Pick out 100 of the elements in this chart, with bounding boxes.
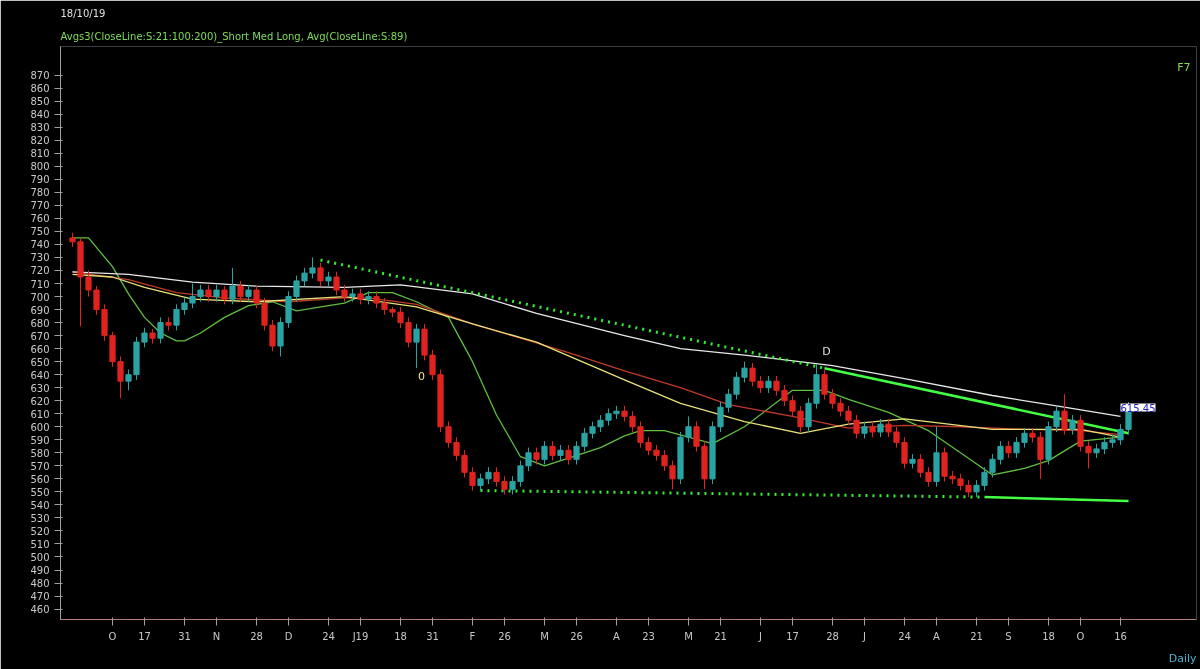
x-tick-label: 18 — [1042, 630, 1055, 642]
candlestick — [229, 267, 236, 305]
y-tick-label: 510 — [30, 538, 50, 550]
x-tick-label: S — [1005, 630, 1012, 642]
candlestick — [269, 319, 276, 352]
x-tick-label: 17 — [138, 630, 151, 642]
y-tick-label: 640 — [30, 369, 50, 381]
y-tick-label: 590 — [30, 434, 50, 446]
y-tick-label: 480 — [30, 578, 50, 590]
candlestick — [1037, 431, 1044, 480]
x-tick-label: 18 — [394, 630, 407, 642]
y-tick-label: 840 — [30, 109, 50, 121]
y-tick-label: 810 — [30, 148, 50, 160]
chart-subtitle: Avgs3(CloseLine:S:21:100:200)_Short Med Long, Avg(CloseLine:S:89) — [60, 30, 408, 43]
candlestick — [685, 415, 692, 443]
x-tick-label: 26 — [498, 630, 511, 642]
candlestick — [725, 388, 732, 413]
candlestick — [309, 256, 316, 279]
y-tick-label: 600 — [30, 421, 50, 433]
candlestick — [549, 440, 556, 462]
y-tick-label: 560 — [30, 473, 50, 485]
x-tick-label: O — [108, 630, 117, 642]
candlestick — [1069, 414, 1076, 436]
y-tick-label: 770 — [30, 200, 50, 212]
candlestick — [413, 323, 420, 369]
y-tick-label: 710 — [30, 278, 50, 290]
y-tick-label: 690 — [30, 304, 50, 316]
y-tick-label: 720 — [30, 265, 50, 277]
annotation: 0 — [418, 369, 425, 383]
candlestick — [717, 401, 724, 433]
candlestick — [301, 267, 308, 287]
chart-title: 18/10/19 — [60, 7, 106, 19]
y-tick-label: 820 — [30, 135, 50, 147]
candlestick — [797, 405, 804, 433]
x-tick-label: D — [284, 630, 293, 642]
x-tick-label: 21 — [970, 630, 983, 642]
y-tick-label: 870 — [30, 70, 50, 82]
y-tick-label: 680 — [30, 317, 50, 329]
y-tick-label: 620 — [30, 395, 50, 407]
y-tick-label: 610 — [30, 408, 50, 420]
x-tick-label: J19 — [351, 630, 369, 642]
x-tick-label: 16 — [1114, 630, 1127, 642]
candlestick — [221, 285, 228, 305]
x-tick-label: 24 — [322, 630, 335, 642]
y-tick-label: 800 — [30, 161, 50, 173]
annotation: 615.45 — [1120, 402, 1156, 414]
x-tick-label: 28 — [826, 630, 839, 642]
y-tick-label: 740 — [30, 239, 50, 251]
candlestick — [821, 368, 828, 400]
y-tick-label: 660 — [30, 343, 50, 355]
y-tick-label: 750 — [30, 226, 50, 238]
candlestick — [253, 285, 260, 309]
x-tick-label: N — [212, 630, 221, 642]
candlestick — [877, 418, 884, 438]
y-tick-label: 500 — [30, 551, 50, 563]
x-tick-label: 23 — [642, 630, 655, 642]
x-tick-label: 21 — [714, 630, 727, 642]
candlestick — [941, 447, 948, 482]
x-tick-label: J — [758, 630, 762, 642]
x-tick-label: F — [469, 630, 476, 642]
y-tick-label: 780 — [30, 187, 50, 199]
x-tick-label: 24 — [898, 630, 911, 642]
y-tick-label: 490 — [30, 565, 50, 577]
candlestick — [669, 460, 676, 490]
x-tick-label: O — [1076, 630, 1085, 642]
candlestick — [141, 327, 148, 348]
y-tick-label: 700 — [30, 291, 50, 303]
y-tick-label: 530 — [30, 512, 50, 524]
candlestick — [885, 418, 892, 438]
candlestick — [525, 447, 532, 472]
y-tick-label: 550 — [30, 486, 50, 498]
x-tick-label: A — [933, 630, 941, 642]
candlestick — [565, 444, 572, 466]
y-tick-label: 830 — [30, 122, 50, 134]
text: Daily — [1168, 651, 1197, 665]
y-tick-label: 540 — [30, 499, 50, 511]
annotation: D — [822, 344, 831, 358]
x-tick-label: J — [862, 630, 866, 642]
y-tick-label: 860 — [30, 83, 50, 95]
y-tick-label: 460 — [30, 604, 50, 616]
candlestick — [85, 269, 92, 298]
candlestick — [261, 297, 268, 331]
y-tick-label: 580 — [30, 447, 50, 459]
y-tick-label: 470 — [30, 591, 50, 603]
candlestick — [749, 362, 756, 387]
y-tick-label: 670 — [30, 330, 50, 342]
text: F7 — [1177, 60, 1191, 74]
x-tick-label: 31 — [426, 630, 439, 642]
candlestick — [1061, 393, 1068, 436]
candlestick — [317, 262, 324, 287]
x-tick-label: 31 — [178, 630, 191, 642]
candlestick — [1053, 405, 1060, 433]
y-tick-label: 850 — [30, 96, 50, 108]
candlestick — [333, 271, 340, 296]
y-tick-label: 570 — [30, 460, 50, 472]
x-tick-label: M — [540, 630, 549, 642]
candlestick — [845, 405, 852, 426]
y-tick-label: 650 — [30, 356, 50, 368]
candlestick — [853, 414, 860, 439]
candlestick — [541, 440, 548, 466]
